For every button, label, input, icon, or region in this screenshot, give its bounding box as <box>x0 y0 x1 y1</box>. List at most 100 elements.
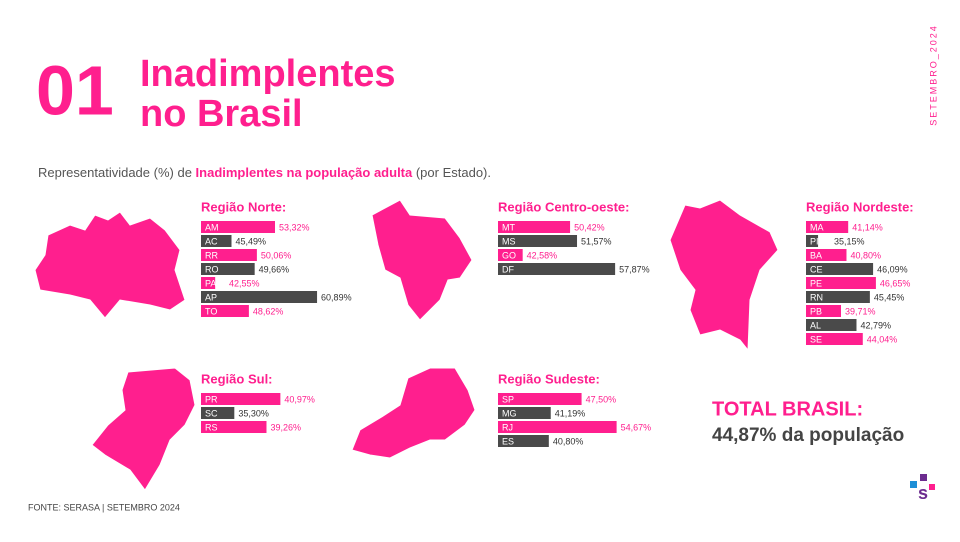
category-label: GO <box>502 250 516 260</box>
date-tag: SETEMBRO_2024 <box>928 24 938 126</box>
logo-square <box>910 481 917 488</box>
value-label: 47,50% <box>586 394 617 404</box>
title-line: no Brasil <box>140 93 303 135</box>
category-label: PE <box>810 278 822 288</box>
value-label: 54,67% <box>621 422 652 432</box>
bar <box>498 407 551 419</box>
category-label: PR <box>205 394 218 404</box>
bar <box>201 421 267 433</box>
value-label: 45,45% <box>874 292 905 302</box>
value-label: 50,06% <box>261 250 292 260</box>
logo-square <box>929 484 935 490</box>
value-label: 46,09% <box>877 264 908 274</box>
category-label: SC <box>205 408 218 418</box>
category-label: RN <box>810 292 823 302</box>
value-label: 39,26% <box>270 422 301 432</box>
value-label: 53,32% <box>279 222 310 232</box>
title-line: Inadimplentes <box>140 53 396 95</box>
bar <box>498 263 616 275</box>
value-label: 40,80% <box>850 250 881 260</box>
category-label: CE <box>810 264 823 274</box>
source: FONTE: SERASA | SETEMBRO 2024 <box>28 502 180 512</box>
category-label: AP <box>205 292 217 302</box>
map-nordeste <box>669 199 779 352</box>
category-label: DF <box>502 264 514 274</box>
chart-title: Região Nordeste: <box>806 199 914 214</box>
map-sul <box>91 367 196 491</box>
bar <box>498 393 582 405</box>
value-label: 35,15% <box>834 236 865 246</box>
bar <box>806 235 819 247</box>
category-label: MA <box>810 222 824 232</box>
category-label: TO <box>205 306 217 316</box>
bar <box>806 319 857 331</box>
category-label: MG <box>502 408 517 418</box>
subtitle: Representatividade (%) de Inadimplentes … <box>38 165 491 180</box>
category-label: RJ <box>502 422 513 432</box>
value-label: 42,55% <box>229 278 260 288</box>
chart-title: Região Sul: <box>201 371 273 386</box>
bar <box>806 305 842 317</box>
value-label: 57,87% <box>619 264 650 274</box>
category-label: RO <box>205 264 219 274</box>
category-label: RS <box>205 422 218 432</box>
chart-title: Região Centro-oeste: <box>498 199 629 214</box>
category-label: RR <box>205 250 218 260</box>
value-label: 48,62% <box>253 306 284 316</box>
value-label: 35,30% <box>238 408 269 418</box>
subtitle-part: Representatividade (%) de <box>38 165 196 180</box>
category-label: MS <box>502 236 516 246</box>
bar <box>201 291 318 303</box>
bar <box>498 249 523 261</box>
total-text: 44,87% da população <box>712 425 904 446</box>
category-label: MT <box>502 222 515 232</box>
bar <box>806 263 874 275</box>
subtitle-part: (por Estado). <box>412 165 491 180</box>
value-label: 46,65% <box>880 278 911 288</box>
bar <box>498 435 549 447</box>
logo-square <box>920 474 927 481</box>
value-label: 49,66% <box>259 264 290 274</box>
value-label: 45,49% <box>236 236 267 246</box>
value-label: 40,97% <box>284 394 315 404</box>
category-label: ES <box>502 436 514 446</box>
bar <box>498 221 571 233</box>
value-label: 42,79% <box>860 320 891 330</box>
bar <box>806 277 876 289</box>
category-label: AL <box>810 320 821 330</box>
value-label: 51,57% <box>581 236 612 246</box>
chart-title: Região Sudeste: <box>498 371 600 386</box>
category-label: SP <box>502 394 514 404</box>
bar <box>806 333 863 345</box>
bar <box>806 249 847 261</box>
map-sudeste <box>351 367 476 459</box>
value-label: 50,42% <box>574 222 605 232</box>
subtitle-highlight: Inadimplentes na população adulta <box>196 165 413 180</box>
logo-letter: s <box>918 483 928 503</box>
bar <box>201 263 255 275</box>
map-norte <box>34 211 186 319</box>
bar <box>201 305 249 317</box>
category-label: SE <box>810 334 822 344</box>
bar <box>201 407 235 419</box>
bar <box>806 291 870 303</box>
bar <box>201 235 232 247</box>
category-label: PA <box>205 278 216 288</box>
page-number: 01 <box>36 51 114 129</box>
chart-title: Região Norte: <box>201 199 286 214</box>
bar <box>201 393 281 405</box>
bar <box>806 221 849 233</box>
value-label: 41,14% <box>852 222 883 232</box>
value-label: 40,80% <box>553 436 584 446</box>
value-label: 60,89% <box>321 292 352 302</box>
category-label: PB <box>810 306 822 316</box>
bar <box>201 277 216 289</box>
category-label: AM <box>205 222 219 232</box>
category-label: AC <box>205 236 218 246</box>
value-label: 42,58% <box>527 250 558 260</box>
bar <box>201 221 275 233</box>
bar <box>498 235 578 247</box>
value-label: 39,71% <box>845 306 876 316</box>
map-centro-oeste <box>371 199 473 321</box>
